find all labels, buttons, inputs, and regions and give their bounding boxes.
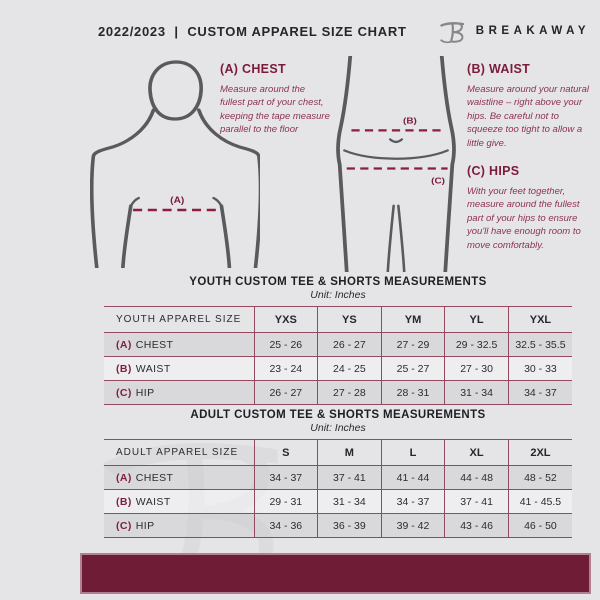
chest-line-label: (A): [170, 196, 184, 206]
measurement-label-cell: (B) WAIST: [104, 357, 254, 381]
youth-size-section: YOUTH CUSTOM TEE & SHORTS MEASUREMENTS U…: [104, 276, 572, 405]
label-prefix: (C): [116, 519, 132, 532]
measurement-label-cell: (C) HIP: [104, 381, 254, 405]
adult-size-section: ADULT CUSTOM TEE & SHORTS MEASUREMENTS U…: [104, 409, 572, 538]
brand-name: BREAKAWAY: [475, 25, 590, 37]
measurement-value-cell: 29 - 32.5: [444, 332, 509, 357]
torso-diagram: (A): [90, 60, 260, 268]
measurement-value-cell: 25 - 26: [253, 332, 318, 357]
table-header-row: YOUTH APPAREL SIZE YXS YS YM YL YXL: [104, 306, 572, 333]
chest-body: Measure around the fullest part of your …: [220, 84, 330, 136]
footer-accent-bar: [80, 553, 591, 594]
label-prefix: (A): [116, 338, 132, 351]
label-text: CHEST: [135, 338, 174, 351]
page-title: 2022/2023 | CUSTOM APPAREL SIZE CHART: [98, 23, 407, 39]
measurement-label-cell: (C) HIP: [104, 514, 254, 538]
size-column-header: YXL: [507, 306, 572, 333]
measurement-value-cell: 23 - 24: [253, 356, 318, 381]
label-prefix: (B): [116, 362, 132, 375]
measurement-value-cell: 27 - 30: [444, 356, 509, 381]
measurement-value-cell: 43 - 46: [444, 513, 509, 538]
label-text: CHEST: [135, 471, 174, 484]
measurement-value-cell: 30 - 33: [507, 356, 572, 381]
measurement-value-cell: 27 - 28: [317, 380, 382, 405]
size-column-header: L: [380, 439, 445, 466]
size-column-header: YXS: [253, 306, 318, 333]
measurement-value-cell: 37 - 41: [317, 465, 382, 490]
size-column-header: YS: [317, 306, 382, 333]
measurement-value-cell: 48 - 52: [507, 465, 572, 490]
size-column-header: YM: [380, 306, 445, 333]
adult-table-title: ADULT CUSTOM TEE & SHORTS MEASUREMENTS: [190, 409, 486, 421]
chest-instructions: (A) CHEST Measure around the fullest par…: [220, 62, 330, 137]
measurement-value-cell: 34 - 36: [253, 513, 318, 538]
label-text: HIP: [135, 519, 155, 532]
youth-size-table: YOUTH APPAREL SIZE YXS YS YM YL YXL (A) CHEST 25…: [104, 306, 572, 405]
measurement-label-cell: (A) CHEST: [104, 466, 254, 490]
size-column-header: M: [317, 439, 382, 466]
measurement-value-cell: 41 - 45.5: [507, 489, 572, 514]
measurement-value-cell: 31 - 34: [317, 489, 382, 514]
size-column-header: S: [253, 439, 318, 466]
measurement-value-cell: 34 - 37: [380, 489, 445, 514]
measurement-value-cell: 41 - 44: [380, 465, 445, 490]
measurement-value-cell: 34 - 37: [507, 380, 572, 405]
table-row: (C) HIP 26 - 27 27 - 28 28 - 31 31 - 34 34 - 3…: [104, 380, 572, 405]
label-text: WAIST: [135, 495, 171, 508]
hips-line-label: (C): [431, 176, 445, 185]
table-row: (B) WAIST 29 - 31 31 - 34 34 - 37 37 - 41 41 -…: [104, 489, 572, 514]
measurement-value-cell: 34 - 37: [253, 465, 318, 490]
measurement-value-cell: 24 - 25: [317, 356, 382, 381]
measurement-value-cell: 29 - 31: [253, 489, 318, 514]
size-column-header: YL: [444, 306, 509, 333]
lower-body-diagram: (B) (C): [336, 56, 456, 272]
waist-instructions: (B) WAIST Measure around your natural wa…: [467, 62, 593, 150]
label-prefix: (A): [116, 471, 132, 484]
waist-line-label: (B): [403, 116, 417, 125]
measurement-label-cell: (B) WAIST: [104, 490, 254, 514]
label-prefix: (B): [116, 495, 132, 508]
measurement-value-cell: 39 - 42: [380, 513, 445, 538]
hips-instructions: (C) HIPS With your feet together, measur…: [467, 164, 593, 252]
youth-table-unit: Unit: Inches: [310, 289, 366, 301]
table-row: (B) WAIST 23 - 24 24 - 25 25 - 27 27 - 30 30 -…: [104, 356, 572, 381]
table-row: (A) CHEST 25 - 26 26 - 27 27 - 29 29 - 32.5 32…: [104, 332, 572, 357]
size-column-header: XL: [444, 439, 509, 466]
youth-table-title: YOUTH CUSTOM TEE & SHORTS MEASUREMENTS: [189, 276, 487, 288]
page-header: 2022/2023 | CUSTOM APPAREL SIZE CHART BR…: [98, 18, 590, 44]
measurement-value-cell: 28 - 31: [380, 380, 445, 405]
breakaway-b-logo-icon: [439, 22, 464, 44]
measurement-value-cell: 26 - 27: [253, 380, 318, 405]
table-header-row: ADULT APPAREL SIZE S M L XL 2XL: [104, 439, 572, 466]
label-text: HIP: [135, 386, 155, 399]
measurement-value-cell: 44 - 48: [444, 465, 509, 490]
measurement-label-cell: (A) CHEST: [104, 333, 254, 357]
adult-size-table: ADULT APPAREL SIZE S M L XL 2XL (A) CHEST 34 - 3…: [104, 439, 572, 538]
table-row: (C) HIP 34 - 36 36 - 39 39 - 42 43 - 46 46 - 5…: [104, 513, 572, 538]
measurement-value-cell: 25 - 27: [380, 356, 445, 381]
measurement-value-cell: 36 - 39: [317, 513, 382, 538]
chest-heading: (A) CHEST: [220, 62, 286, 76]
waist-body: Measure around your natural waistline – …: [467, 84, 589, 149]
size-column-header: 2XL: [507, 439, 572, 466]
hips-body: With your feet together, measure around …: [467, 186, 581, 251]
hips-heading: (C) HIPS: [467, 164, 520, 178]
adult-table-unit: Unit: Inches: [310, 422, 366, 434]
label-text: WAIST: [135, 362, 171, 375]
measurement-value-cell: 27 - 29: [380, 332, 445, 357]
measurement-value-cell: 46 - 50: [507, 513, 572, 538]
brand-lockup: BREAKAWAY: [439, 18, 590, 44]
label-prefix: (C): [116, 386, 132, 399]
measurement-value-cell: 31 - 34: [444, 380, 509, 405]
size-header-cell: YOUTH APPAREL SIZE: [116, 314, 242, 325]
size-header-cell: ADULT APPAREL SIZE: [116, 447, 239, 458]
table-row: (A) CHEST 34 - 37 37 - 41 41 - 44 44 - 48 48 -…: [104, 465, 572, 490]
measurement-value-cell: 37 - 41: [444, 489, 509, 514]
waist-heading: (B) WAIST: [467, 62, 531, 76]
measurement-value-cell: 32.5 - 35.5: [507, 332, 572, 357]
measurement-value-cell: 26 - 27: [317, 332, 382, 357]
